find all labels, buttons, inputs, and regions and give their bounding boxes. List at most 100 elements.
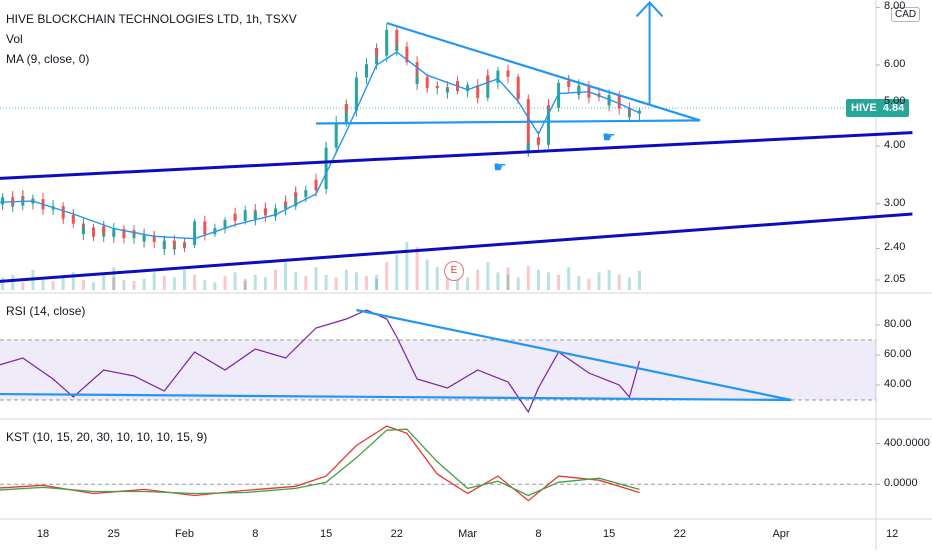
earnings-marker[interactable]: E bbox=[444, 261, 464, 281]
ma-label: MA (9, close, 0) bbox=[6, 52, 90, 66]
volume-bar bbox=[233, 272, 237, 290]
candle-body bbox=[496, 70, 500, 78]
volume-bar bbox=[253, 274, 257, 290]
volume-bar bbox=[162, 275, 166, 290]
x-tick-label: 22 bbox=[390, 528, 403, 540]
candle-body bbox=[193, 221, 197, 227]
kst-series-line bbox=[0, 425, 640, 502]
volume-bar bbox=[375, 274, 379, 290]
candle-body bbox=[365, 64, 368, 72]
candle-body bbox=[41, 205, 45, 210]
volume-bar bbox=[567, 267, 571, 290]
volume-bar bbox=[496, 272, 500, 290]
candle-body bbox=[102, 226, 106, 234]
kst-label: KST (10, 15, 20, 30, 10, 10, 10, 15, 9) bbox=[6, 430, 208, 444]
trendline-triangle-upper bbox=[386, 21, 701, 122]
candle-body bbox=[557, 82, 561, 88]
candle-body bbox=[183, 242, 186, 246]
volume-bar bbox=[486, 262, 490, 290]
candle-body bbox=[627, 113, 631, 117]
volume-bar bbox=[607, 269, 611, 290]
volume-bar bbox=[445, 270, 449, 290]
candle-body bbox=[314, 186, 318, 189]
volume-bar bbox=[385, 262, 389, 290]
candle-body bbox=[617, 103, 621, 109]
candle-body bbox=[516, 92, 520, 99]
volume-bar bbox=[41, 278, 45, 290]
candle-body bbox=[536, 137, 540, 145]
candle-body bbox=[506, 70, 510, 77]
pointer-hand-icon: ☛ bbox=[602, 129, 616, 146]
candle-body bbox=[61, 206, 65, 218]
volume-bar bbox=[516, 277, 520, 290]
candle-body bbox=[334, 122, 338, 130]
volume-bar bbox=[587, 278, 591, 290]
volume-bar bbox=[456, 274, 459, 290]
volume-bar bbox=[425, 259, 429, 290]
trendline-channel-upper bbox=[0, 131, 913, 180]
volume-bar bbox=[172, 277, 176, 290]
volume-bar bbox=[112, 267, 116, 290]
candle-body bbox=[344, 104, 348, 111]
x-tick-label: 25 bbox=[107, 528, 120, 540]
volume-bar bbox=[506, 267, 510, 290]
candle-body bbox=[314, 179, 318, 187]
y-tick-label: 80.00 bbox=[884, 318, 912, 330]
candle-body bbox=[456, 85, 459, 92]
candle-body bbox=[354, 82, 358, 111]
candle-body bbox=[324, 148, 328, 189]
candle-body bbox=[526, 143, 530, 151]
candle-body bbox=[638, 110, 641, 114]
volume-bar bbox=[536, 269, 540, 290]
candle-body bbox=[162, 240, 166, 242]
volume-bar bbox=[243, 278, 247, 290]
y-tick-label: 5.00 bbox=[884, 94, 906, 107]
candle-body bbox=[557, 87, 561, 108]
volume-bar bbox=[375, 278, 379, 290]
candle-body bbox=[213, 228, 217, 231]
candle-body bbox=[486, 75, 490, 98]
volume-bar bbox=[193, 274, 197, 290]
currency-badge[interactable]: CAD bbox=[891, 7, 921, 22]
candle-body bbox=[395, 29, 399, 44]
y-tick-label: 0.0000 bbox=[884, 477, 918, 490]
y-tick-label: 40.00 bbox=[884, 378, 912, 390]
volume-bar bbox=[577, 275, 581, 290]
candle-body bbox=[142, 235, 146, 242]
volume-bar bbox=[314, 267, 318, 290]
volume-bar bbox=[112, 277, 116, 290]
volume-bar bbox=[334, 277, 338, 290]
volume-bar bbox=[617, 274, 621, 290]
candle-body bbox=[41, 199, 45, 205]
volume-bar bbox=[92, 282, 95, 290]
volume-bar bbox=[21, 282, 25, 290]
trendline-triangle-base bbox=[315, 119, 701, 125]
candle-body bbox=[395, 46, 399, 51]
candle-body bbox=[172, 248, 176, 250]
y-tick-label: 60.00 bbox=[884, 348, 912, 360]
arrow-up-icon bbox=[635, 0, 664, 18]
y-tick-label: 2.05 bbox=[884, 273, 906, 285]
candle-body bbox=[263, 208, 267, 216]
volume-bar bbox=[274, 269, 277, 290]
vol-label: Vol bbox=[6, 32, 23, 46]
volume-bar bbox=[223, 275, 227, 290]
x-tick-label: 8 bbox=[252, 528, 259, 540]
rsi-trendline-upper bbox=[356, 308, 792, 402]
y-tick-label: 400.0000 bbox=[884, 436, 930, 449]
x-tick-label: 15 bbox=[602, 528, 616, 540]
candle-body bbox=[476, 95, 480, 98]
trendline-channel-lower bbox=[0, 212, 913, 283]
volume-bar bbox=[466, 277, 470, 290]
candle-body bbox=[405, 46, 409, 57]
candle-body bbox=[435, 86, 439, 88]
candle-body bbox=[324, 147, 328, 149]
candle-body bbox=[607, 95, 611, 102]
candle-body bbox=[304, 190, 308, 196]
candle-body bbox=[445, 89, 449, 93]
volume-bar bbox=[203, 279, 207, 290]
candle-body bbox=[526, 99, 530, 151]
volume-bar bbox=[435, 267, 439, 290]
